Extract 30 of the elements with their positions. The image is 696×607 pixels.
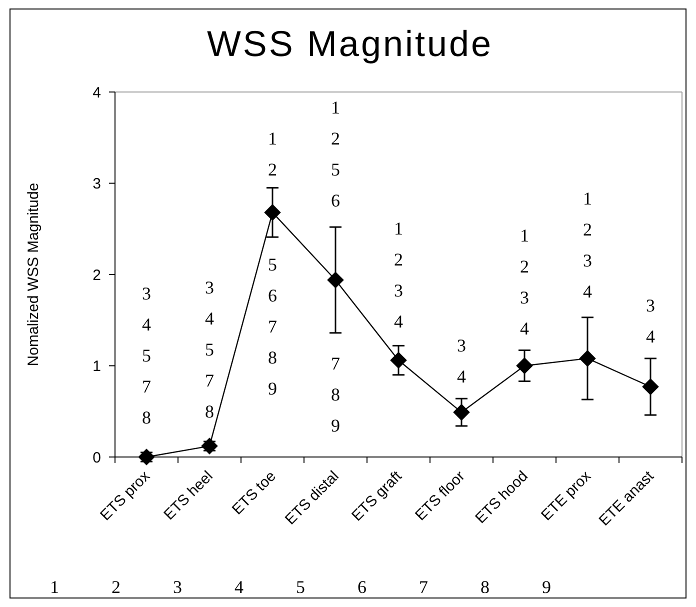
point [579,350,596,367]
point [327,272,344,288]
annotation: 7 8 9 [331,353,340,436]
point [453,404,470,421]
y-axis-title: Nomalized WSS Magnitude [25,182,42,366]
x-tick-label: ETS toe [228,468,280,518]
point [390,352,407,369]
point [516,357,533,374]
annotation: 3 4 5 7 8 [142,283,151,428]
annotation: 1 2 3 4 [394,218,403,332]
annotation: 3 4 5 7 8 [205,277,214,422]
chart-title: WSS Magnitude [206,23,494,64]
y-tick-label: 4 [92,84,101,102]
point [138,448,155,466]
annotation: 3 4 [457,335,466,386]
annotation: 1 2 3 4 [583,188,592,302]
annotation: 1 2 5 6 [331,97,340,210]
x-tick-label: ETS floor [412,468,468,524]
y-tick-label: 3 [92,176,101,192]
annotation: 1 2 [268,128,277,180]
annotation: 5 6 7 8 9 [268,254,277,398]
annotation: 1 2 3 4 [520,225,529,338]
point [642,378,659,396]
y-tick-label: 1 [92,358,101,375]
y-tick-label: 2 [92,266,101,284]
text: 1 2 3 4 5 6 7 8 9 [50,577,551,597]
annotation: 3 4 [646,295,655,346]
point [201,438,218,454]
point [264,204,281,221]
y-tick-label: 0 [92,449,101,466]
